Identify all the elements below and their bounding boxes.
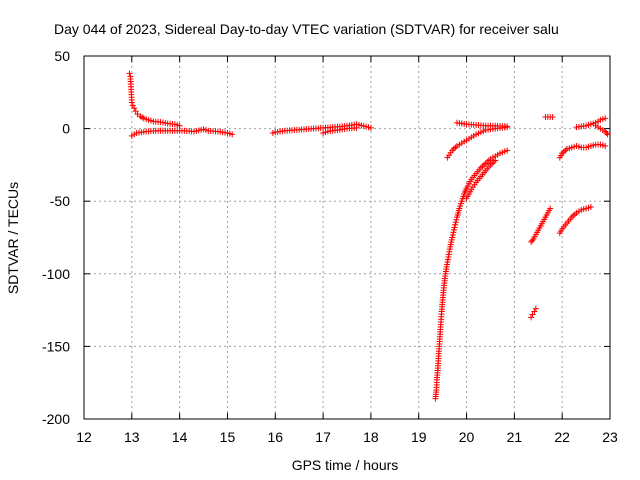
series-arc-5-tail	[592, 122, 611, 138]
series-arc-1-lower	[128, 126, 236, 139]
data-point	[489, 160, 496, 167]
data-point	[128, 99, 135, 106]
data-point	[529, 237, 536, 244]
data-point	[482, 160, 489, 167]
x-tick-label: 20	[459, 429, 475, 445]
data-point	[453, 216, 460, 223]
series-arc-5-top	[573, 115, 609, 131]
data-point	[367, 124, 374, 131]
series-arc-4-top	[542, 113, 556, 120]
data-point	[604, 131, 611, 138]
data-point	[570, 212, 577, 219]
x-axis-label: GPS time / hours	[292, 457, 399, 473]
data-point	[449, 231, 456, 238]
y-tick-labels: 50 0 -50 -100 -150 -200	[42, 48, 70, 427]
y-tick-label: -200	[42, 411, 70, 427]
data-point	[129, 102, 136, 109]
plot-frame	[83, 55, 611, 420]
y-tick-label: -100	[42, 266, 70, 282]
data-point	[504, 147, 511, 154]
data-point	[229, 131, 236, 138]
x-tick-label: 17	[315, 429, 331, 445]
data-point	[449, 234, 456, 241]
y-tick-label: 0	[62, 121, 70, 137]
series-arc-4-isolated	[528, 305, 539, 321]
x-tick-label: 16	[267, 429, 283, 445]
data-point	[528, 314, 535, 321]
data-point	[492, 157, 499, 164]
x-tick-label: 12	[76, 429, 92, 445]
data-point	[571, 211, 578, 218]
x-tick-label: 18	[363, 429, 379, 445]
series-arc-1-upper	[126, 70, 183, 129]
data-point	[450, 226, 457, 233]
x-tick-label: 14	[172, 429, 188, 445]
series-arc-2-lower	[320, 124, 360, 136]
data-points	[126, 70, 611, 402]
data-point	[131, 105, 138, 112]
data-point	[547, 205, 554, 212]
data-point	[452, 144, 459, 151]
x-tick-label: 13	[124, 429, 140, 445]
data-point	[532, 305, 539, 312]
x-tick-label: 22	[554, 429, 570, 445]
chart-title: Day 044 of 2023, Sidereal Day-to-day VTE…	[54, 21, 559, 37]
series-arc-3-dip-branch	[463, 157, 499, 202]
data-point	[549, 113, 556, 120]
grid-lines	[84, 56, 610, 419]
data-point	[504, 124, 511, 131]
data-point	[452, 221, 459, 228]
series-arc-3-lower	[444, 124, 511, 161]
data-point	[452, 219, 459, 226]
series-arc-5	[556, 204, 594, 237]
data-point	[176, 122, 183, 129]
series-arc-4-steep	[528, 205, 554, 245]
y-tick-label: 50	[54, 48, 70, 64]
x-tick-label: 21	[507, 429, 523, 445]
data-point	[602, 143, 609, 150]
data-point	[485, 157, 492, 164]
series-arc-3-dip	[432, 147, 511, 402]
data-point	[353, 124, 360, 131]
x-tick-label: 19	[411, 429, 427, 445]
series-arc-5-mid	[556, 141, 609, 161]
x-tick-label: 15	[220, 429, 236, 445]
y-tick-label: -150	[42, 338, 70, 354]
data-point	[490, 158, 497, 165]
x-tick-labels: 12 13 14 15 16 17 18 19 20 21 22 23	[76, 429, 618, 445]
data-point	[450, 145, 457, 152]
data-point	[587, 204, 594, 211]
data-point	[560, 148, 567, 155]
data-point	[451, 224, 458, 231]
x-tick-label: 23	[602, 429, 618, 445]
data-point	[602, 115, 609, 122]
data-point	[531, 308, 538, 315]
data-point	[603, 129, 610, 136]
y-tick-label: -50	[50, 193, 70, 209]
data-point	[484, 158, 491, 165]
axis-ticks	[83, 55, 611, 420]
y-axis-label: SDTVAR / TECUs	[5, 182, 21, 294]
data-point	[126, 70, 133, 77]
data-point	[450, 229, 457, 236]
